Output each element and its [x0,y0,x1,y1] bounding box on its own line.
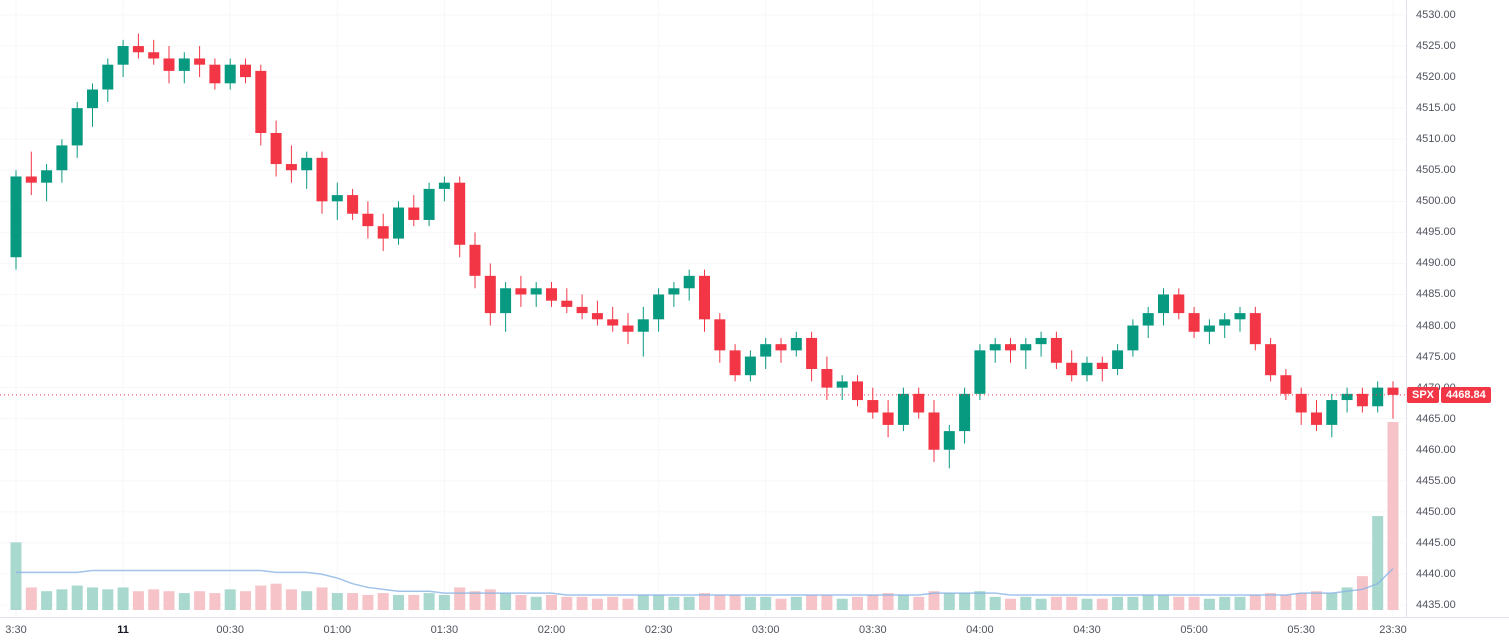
price-axis-label: 4435.00 [1416,599,1456,611]
time-axis-label: 04:00 [966,624,994,636]
price-axis-label: 4460.00 [1416,443,1456,456]
time-axis-label: 04:30 [1073,624,1101,636]
price-axis-label: 4515.00 [1416,102,1456,115]
last-price-badge: 4468.84 [1441,386,1491,403]
price-axis-label: 4530.00 [1416,9,1456,21]
price-axis-label: 4475.00 [1416,350,1456,363]
last-price-marker: SPX 4468.84 [1407,386,1491,403]
time-axis-label: 01:30 [430,624,459,636]
price-axis-label: 4520.00 [1416,71,1456,84]
time-axis-label: 11 [117,624,129,636]
time-axis-label: 00:30 [216,624,244,636]
price-axis[interactable]: 4530.00 4525.00 4520.00 4515.00 4510.00 4505.… [1406,0,1509,617]
time-axis-label: 03:00 [751,624,780,636]
price-axis-label: 4525.00 [1416,40,1456,53]
price-axis-label: 4455.00 [1416,474,1456,487]
time-axis-label: 05:00 [1180,624,1208,636]
price-axis-label: 4505.00 [1416,164,1456,177]
price-axis-label: 4510.00 [1416,133,1456,146]
time-axis[interactable]: 3:30 11 00:30 01:00 01:30 02:00 02:30 03:00 03:3… [0,617,1509,643]
time-axis-label: 02:30 [644,624,673,636]
price-axis-label: 4450.00 [1416,505,1456,518]
price-axis-label: 4495.00 [1416,226,1456,239]
price-axis-label: 4485.00 [1416,288,1456,301]
candlestick-chart[interactable] [0,0,1406,617]
time-axis-label: 02:00 [537,624,566,636]
price-axis-label: 4465.00 [1416,412,1456,425]
time-axis-label: 01:00 [323,624,352,636]
time-axis-label: 05:30 [1287,624,1315,636]
time-axis-label: 03:30 [859,624,887,636]
price-axis-label: 4445.00 [1416,536,1456,549]
chart-area[interactable] [0,0,1406,617]
price-axis-label: 4440.00 [1416,567,1456,580]
symbol-badge: SPX [1407,386,1440,403]
time-axis-label: 23:30 [1379,624,1407,636]
price-axis-label: 4480.00 [1416,319,1456,332]
time-axis-label: 3:30 [5,624,27,636]
price-axis-label: 4500.00 [1416,195,1456,208]
price-axis-label: 4490.00 [1416,257,1456,270]
